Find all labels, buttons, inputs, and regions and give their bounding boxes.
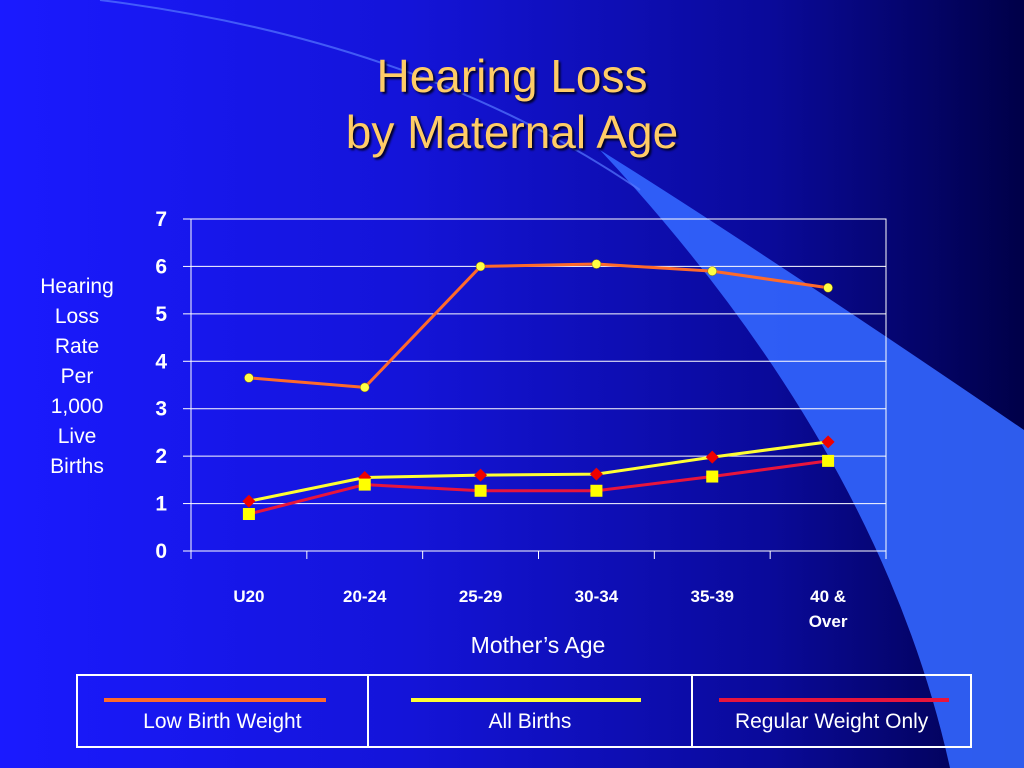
page-title: Hearing Loss by Maternal Age	[0, 48, 1024, 160]
x-tick-label: 35-39	[691, 587, 734, 606]
data-point-diamond	[705, 450, 719, 464]
data-point-diamond	[474, 468, 488, 482]
data-point-diamond	[821, 435, 835, 449]
data-point-square	[822, 454, 835, 467]
data-point-diamond	[589, 467, 603, 481]
x-tick-label: 25-29	[459, 587, 502, 606]
y-axis-label-line: Loss	[54, 305, 100, 328]
y-axis-label-line: 1,000	[50, 395, 104, 418]
y-tick-label: 0	[155, 540, 167, 563]
legend-swatch	[719, 698, 950, 702]
legend-label: All Births	[488, 710, 572, 733]
legend-label: Regular Weight Only	[734, 710, 929, 733]
legend-label: Low Birth Weight	[143, 710, 302, 733]
y-tick-label: 3	[155, 398, 167, 421]
y-axis-label: Hearing Loss Rate Per 1,000 Live Births	[22, 272, 132, 482]
y-axis-label-line: Births	[50, 455, 104, 478]
data-point-square	[590, 484, 603, 497]
y-tick-label: 4	[155, 350, 167, 373]
title-line-1: Hearing Loss	[376, 50, 648, 102]
y-tick-label: 7	[155, 208, 167, 231]
data-point-circle	[244, 373, 254, 383]
y-tick-label: 5	[155, 303, 167, 326]
data-point-square	[474, 484, 487, 497]
x-tick-label: 30-34	[575, 587, 619, 606]
series-line	[248, 262, 829, 389]
data-point-square	[358, 478, 371, 491]
legend-swatch	[104, 698, 326, 702]
data-point-circle	[591, 259, 602, 269]
data-point-square	[242, 508, 255, 521]
y-axis-label-line: Live	[57, 425, 97, 448]
y-tick-label: 6	[155, 255, 167, 278]
legend-item: Low Birth Weight	[78, 676, 367, 746]
data-point-circle	[360, 382, 370, 393]
x-tick-label: 40 & Over	[809, 587, 848, 631]
data-point-diamond	[242, 494, 256, 508]
legend-swatch	[410, 698, 641, 702]
legend-item: All Births	[366, 676, 692, 746]
y-tick-label: 2	[155, 445, 167, 468]
series-line	[248, 440, 829, 503]
data-point-square	[706, 470, 719, 483]
title-line-2: by Maternal Age	[345, 106, 679, 158]
y-tick-label: 1	[155, 493, 167, 516]
y-axis-label-line: Rate	[54, 335, 100, 358]
series-line	[248, 459, 829, 516]
x-axis-title: Mother’s Age	[471, 632, 606, 658]
data-point-circle	[475, 261, 486, 272]
legend-item: Regular Weight Only	[691, 676, 970, 746]
data-point-circle	[823, 283, 833, 293]
chart-legend: Low Birth Weight All Births Regular Weight…	[76, 674, 972, 748]
x-tick-label: U20	[233, 587, 264, 606]
x-tick-label: 20-24	[343, 587, 387, 606]
y-axis-label-line: Hearing	[40, 275, 114, 298]
data-point-circle	[707, 266, 717, 276]
y-axis-label-line: Per	[60, 365, 94, 388]
